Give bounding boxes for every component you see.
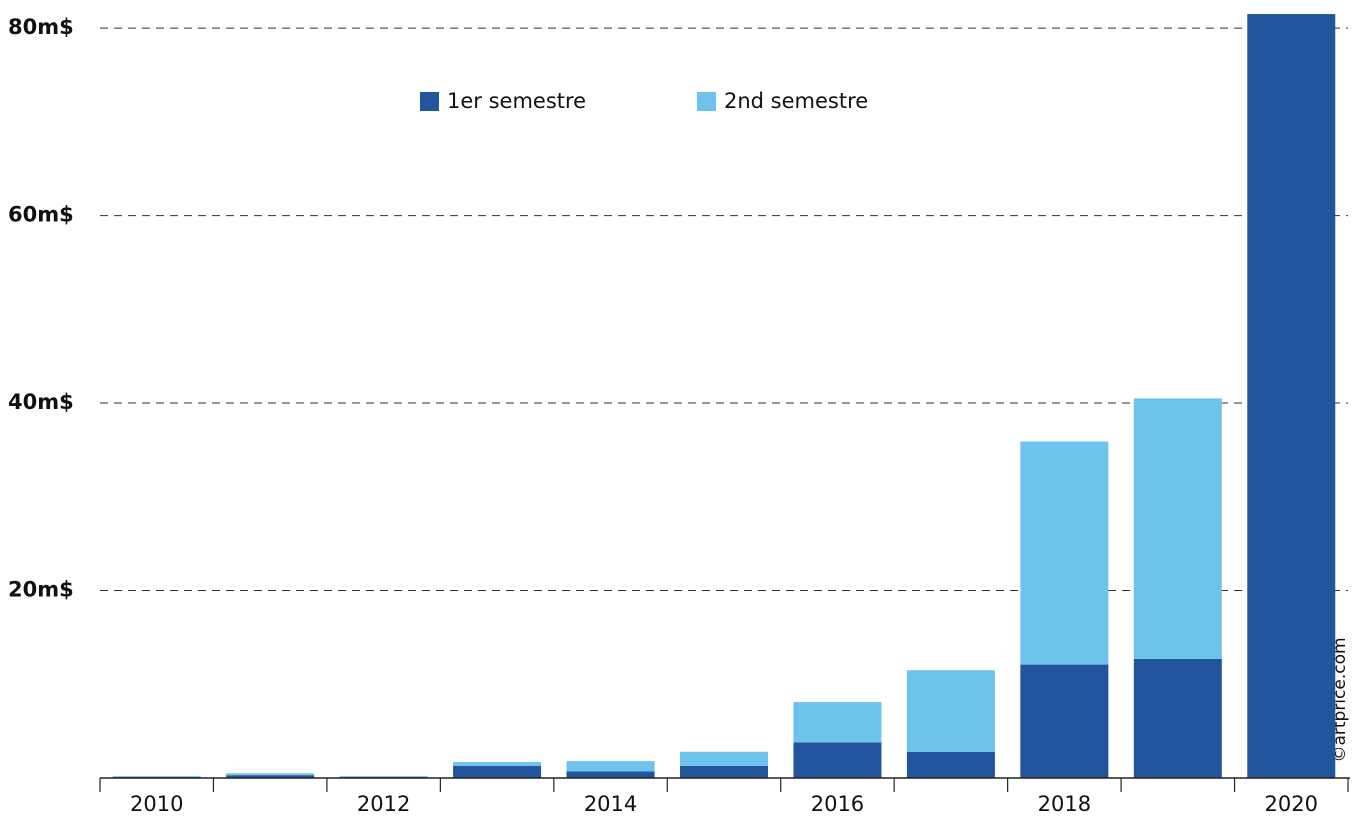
- x-tick-label: 2018: [1038, 792, 1091, 816]
- y-tick-label: 80m$: [8, 15, 74, 39]
- y-tick-label: 60m$: [8, 203, 74, 227]
- bar-segment: [453, 762, 542, 766]
- bar-segment: [226, 775, 315, 778]
- bar-segment: [906, 670, 995, 752]
- legend-label: 2nd semestre: [724, 89, 868, 113]
- x-tick-label: 2010: [130, 792, 183, 816]
- bar-segment: [112, 776, 201, 778]
- bar-segment: [1133, 398, 1222, 659]
- bar-segment: [226, 773, 315, 776]
- x-tick-label: 2012: [357, 792, 410, 816]
- bar-segment: [453, 765, 542, 778]
- bar-segment: [1020, 441, 1109, 665]
- x-tick-label: 2020: [1265, 792, 1318, 816]
- bar-segment: [793, 742, 882, 778]
- y-tick-label: 40m$: [8, 390, 74, 414]
- x-tick-label: 2014: [584, 792, 637, 816]
- legend-swatch: [697, 92, 716, 111]
- bar-segment: [906, 751, 995, 778]
- bar-segment: [680, 751, 768, 766]
- bar-segment: [680, 765, 768, 778]
- bar-segment: [793, 702, 882, 743]
- bar-segment: [566, 761, 655, 772]
- bar-segment: [1247, 14, 1336, 778]
- bar-segment: [1133, 658, 1222, 778]
- bar-segment: [339, 776, 428, 778]
- legend-label: 1er semestre: [447, 89, 586, 113]
- bar-segment: [1020, 664, 1109, 778]
- x-tick-label: 2016: [811, 792, 864, 816]
- y-tick-label: 20m$: [8, 578, 74, 602]
- legend-swatch: [420, 92, 439, 111]
- bar-segment: [566, 771, 655, 778]
